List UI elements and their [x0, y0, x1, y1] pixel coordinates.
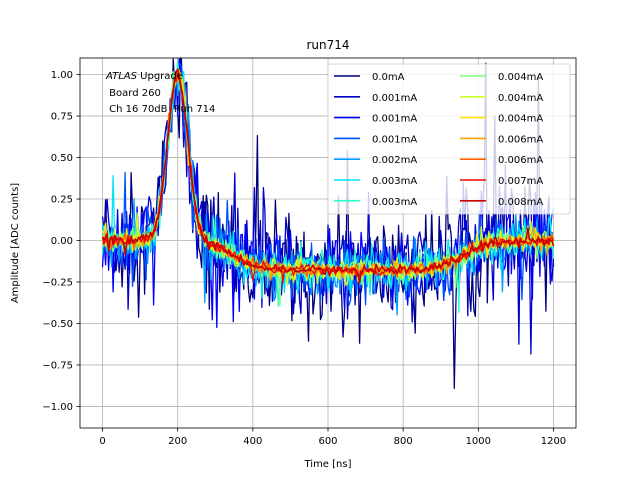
- y-tick-label: 1.00: [51, 70, 73, 81]
- svg-text:ATLAS Upgrade: ATLAS Upgrade: [105, 71, 183, 82]
- legend-label: 0.001mA: [372, 93, 417, 104]
- series-line: [101, 68, 555, 284]
- chart-title: run714: [306, 38, 349, 52]
- y-tick-label: 0.00: [51, 236, 73, 247]
- y-axis-label: Amplitude [ADC counts]: [10, 183, 21, 303]
- annotation: ATLAS Upgrade Board 260 Ch 16 70dB Run 7…: [105, 71, 215, 115]
- legend-label: 0.002mA: [372, 155, 417, 166]
- x-axis: 0 200 400 600 800 1000 1200: [99, 428, 566, 447]
- y-tick-label: −0.75: [42, 360, 73, 371]
- annotation-channel-run: Ch 16 70dB Run 714: [106, 104, 215, 115]
- legend-label: 0.001mA: [372, 114, 417, 125]
- annotation-upgrade: Upgrade: [137, 71, 183, 82]
- legend-label: 0.006mA: [498, 155, 543, 166]
- x-axis-label: Time [ns]: [303, 459, 351, 470]
- legend-label: 0.003mA: [372, 197, 417, 208]
- legend-label: 0.006mA: [498, 134, 543, 145]
- y-tick-label: −0.25: [42, 277, 73, 288]
- legend-label: 0.004mA: [498, 72, 543, 83]
- legend: 0.0mA 0.001mA 0.001mA 0.001mA 0.002mA 0.003mA…: [327, 63, 571, 215]
- series-layer: [101, 58, 555, 390]
- x-tick-label: 600: [318, 436, 337, 447]
- y-tick-label: 0.75: [51, 112, 73, 123]
- legend-label: 0.004mA: [498, 93, 543, 104]
- x-tick-label: 1200: [541, 436, 566, 447]
- legend-label: 0.007mA: [498, 176, 543, 187]
- annotation-atlas: ATLAS: [105, 71, 138, 82]
- x-tick-label: 0: [99, 436, 105, 447]
- y-tick-label: −1.00: [42, 402, 73, 413]
- annotation-board: Board 260: [106, 88, 161, 99]
- y-tick-label: 0.50: [51, 153, 73, 164]
- legend-label: 0.001mA: [372, 134, 417, 145]
- x-tick-label: 800: [394, 436, 413, 447]
- y-tick-label: −0.50: [42, 319, 73, 330]
- x-tick-label: 200: [168, 436, 187, 447]
- legend-label: 0.003mA: [372, 176, 417, 187]
- y-axis: −1.00 −0.75 −0.50 −0.25 0.00 0.25 0.50 0.75 1.00: [42, 70, 80, 413]
- legend-label: 0.0mA: [372, 72, 405, 83]
- y-tick-label: 0.25: [51, 195, 73, 206]
- x-tick-label: 1000: [466, 436, 491, 447]
- series-line: [101, 73, 555, 284]
- x-tick-label: 400: [243, 436, 262, 447]
- legend-label: 0.008mA: [498, 197, 543, 208]
- legend-box: [327, 63, 571, 215]
- legend-label: 0.004mA: [498, 114, 543, 125]
